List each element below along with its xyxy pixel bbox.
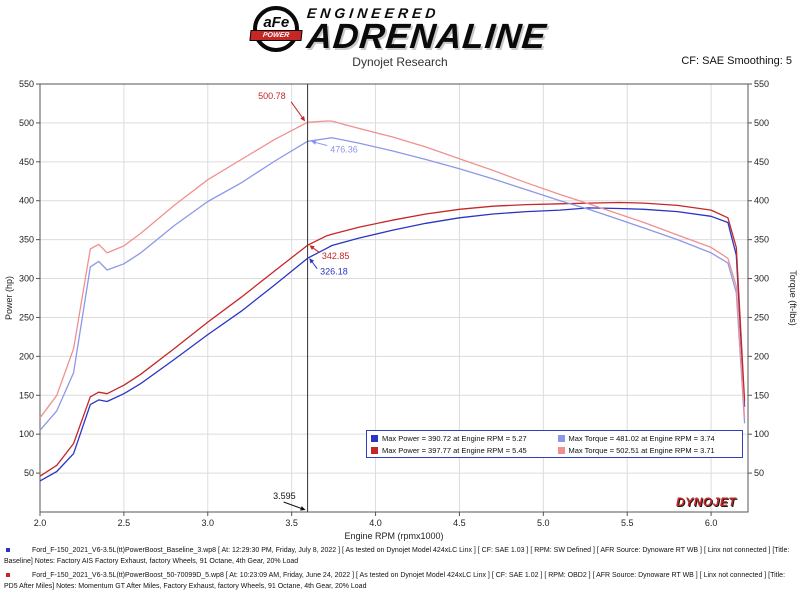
smoothing-setting-label: CF: SAE Smoothing: 5	[681, 55, 792, 67]
brand-wordmark: ENGINEERED ADRENALINE	[305, 5, 549, 57]
y-tick-label-right: 100	[754, 429, 769, 439]
legend-item: Max Power = 397.77 at Engine RPM = 5.45	[371, 446, 552, 455]
x-tick-label: 5.0	[537, 518, 550, 528]
legend-swatch	[371, 446, 378, 454]
x-tick-label: 2.5	[118, 518, 131, 528]
cursor-rpm-label: 3.595	[273, 491, 296, 501]
series-torque-after	[39, 120, 746, 419]
y-tick-label-left: 500	[19, 118, 34, 128]
brand-line-adrenaline: ADRENALINE	[305, 17, 549, 57]
x-tick-label: 3.0	[202, 518, 215, 528]
annotation-value-476.36: 476.36	[330, 144, 358, 154]
legend-item: Max Torque = 502.51 at Engine RPM = 3.71	[557, 445, 739, 455]
y-tick-label-left: 300	[19, 274, 34, 284]
file-entry: Ford_F-150_2021_V6-3.5L(tt)PowerBoost_50…	[4, 570, 796, 592]
y-axis-title-left: Power (hp)	[4, 276, 14, 320]
file-entry-bullet-icon	[6, 572, 10, 577]
annotation-arrowhead	[300, 115, 306, 122]
chart-title: Dynojet Research	[352, 55, 448, 69]
file-entry-bullet-icon	[6, 547, 10, 552]
y-tick-label-left: 450	[19, 157, 34, 167]
legend-item: Max Torque = 481.02 at Engine RPM = 3.74	[557, 433, 739, 443]
x-tick-label: 6.0	[705, 518, 718, 528]
annotation-value-326.18: 326.18	[320, 267, 348, 277]
annotation-arrow-line	[314, 141, 328, 146]
y-axis-title-right: Torque (ft-lbs)	[788, 270, 798, 326]
y-tick-label-left: 250	[19, 312, 34, 322]
y-tick-label-left: 350	[19, 235, 34, 245]
legend-label: Max Torque = 481.02 at Engine RPM = 3.74	[568, 433, 715, 443]
run-file-info: Ford_F-150_2021_V6-3.5L(tt)PowerBoost_Ba…	[4, 545, 796, 595]
x-tick-label: 5.5	[621, 518, 634, 528]
y-tick-label-right: 400	[754, 196, 769, 206]
dyno-chart: 50 50 100 100 150 150 200 200 250 250 300 300 350 350…	[0, 74, 800, 542]
chart-subheader: Dynojet Research CF: SAE Smoothing: 5	[0, 55, 800, 71]
chart-plot-svg: 50 50 100 100 150 150 200 200 250 250 300 300 350 350…	[4, 79, 798, 541]
annotation-arrowhead	[309, 245, 315, 250]
x-tick-label: 4.0	[369, 518, 382, 528]
x-tick-label: 3.5	[285, 518, 298, 528]
y-tick-label-left: 50	[24, 468, 34, 478]
legend-swatch	[371, 434, 378, 442]
dynojet-watermark: DYNOJET	[676, 495, 737, 509]
y-tick-label-left: 550	[19, 79, 34, 89]
y-tick-label-left: 200	[19, 351, 34, 361]
y-tick-label-right: 550	[754, 79, 769, 89]
annotation-arrow-line	[312, 247, 320, 253]
y-tick-label-right: 250	[754, 312, 769, 322]
afe-badge-text: aFe	[263, 14, 290, 31]
annotation-value-342.85: 342.85	[322, 251, 350, 261]
y-tick-label-left: 150	[19, 390, 34, 400]
chart-legend: Max Power = 390.72 at Engine RPM = 5.27 M…	[366, 430, 743, 458]
y-tick-label-left: 100	[19, 429, 34, 439]
annotation-arrow-line	[290, 101, 304, 119]
y-tick-label-right: 200	[754, 351, 769, 361]
annotation-arrowhead	[309, 258, 315, 264]
annotation-arrow-line	[283, 501, 303, 510]
annotation-arrowhead	[300, 506, 306, 511]
y-tick-label-right: 500	[754, 118, 769, 128]
afe-power-logo-icon: aFe POWER	[249, 6, 303, 52]
file-entry-text: Ford_F-150_2021_V6-3.5L(tt)PowerBoost_Ba…	[4, 547, 790, 565]
annotation-arrowhead	[310, 140, 317, 145]
legend-label: Max Torque = 502.51 at Engine RPM = 3.71	[568, 445, 715, 455]
x-tick-label: 4.5	[453, 518, 466, 528]
file-entry: Ford_F-150_2021_V6-3.5L(tt)PowerBoost_Ba…	[4, 545, 796, 567]
file-entry-text: Ford_F-150_2021_V6-3.5L(tt)PowerBoost_50…	[4, 572, 786, 590]
legend-label: Max Power = 397.77 at Engine RPM = 5.45	[382, 445, 527, 455]
series-torque-baseline	[39, 137, 746, 431]
series-power-after	[39, 201, 746, 477]
afe-power-ribbon: POWER	[249, 30, 303, 41]
y-tick-label-right: 150	[754, 390, 769, 400]
legend-label: Max Power = 390.72 at Engine RPM = 5.27	[382, 433, 527, 443]
x-tick-label: 2.0	[34, 518, 47, 528]
legend-item: Max Power = 390.72 at Engine RPM = 5.27	[371, 434, 552, 443]
brand-header: aFe POWER ENGINEERED ADRENALINE	[0, 5, 800, 57]
y-tick-label-right: 350	[754, 235, 769, 245]
annotation-value-500.78: 500.78	[258, 91, 286, 101]
y-tick-label-right: 450	[754, 157, 769, 167]
y-tick-label-right: 300	[754, 274, 769, 284]
x-axis-title: Engine RPM (rpmx1000)	[344, 531, 443, 541]
legend-swatch	[557, 434, 565, 442]
series-power-baseline	[39, 207, 746, 482]
y-tick-label-right: 50	[754, 468, 764, 478]
plot-border	[39, 83, 749, 513]
y-tick-label-left: 400	[19, 196, 34, 206]
legend-swatch	[557, 446, 565, 454]
annotation-arrow-line	[311, 261, 318, 269]
